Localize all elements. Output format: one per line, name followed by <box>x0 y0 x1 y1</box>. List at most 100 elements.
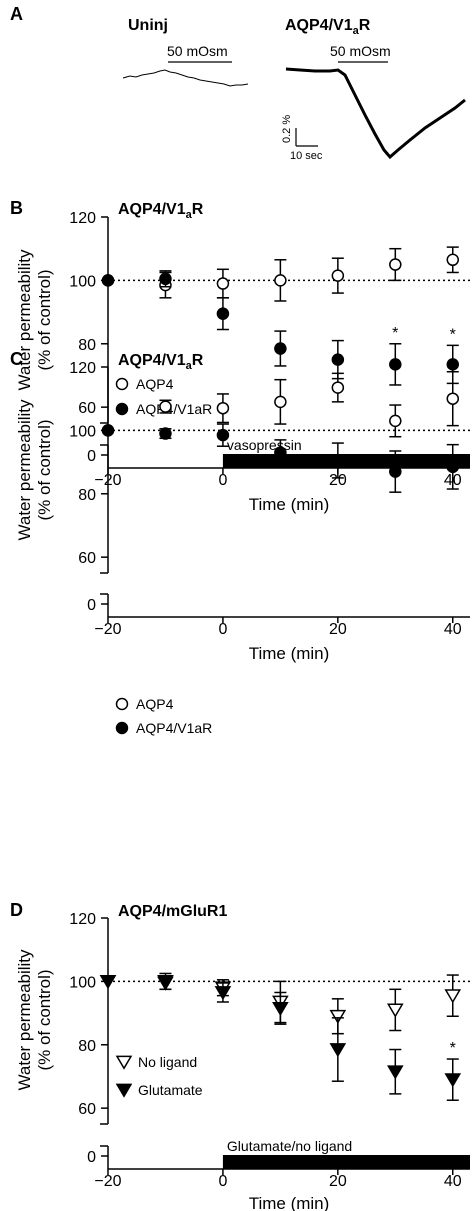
data-point <box>99 975 117 990</box>
data-point <box>386 1065 404 1080</box>
data-point <box>446 253 460 267</box>
legend-label: AQP4/V1aR <box>136 720 212 736</box>
data-point <box>274 342 287 355</box>
stim-label-left: 50 mOsm <box>167 43 228 59</box>
aqp4-v1ar-label-tail: R <box>359 17 371 34</box>
chart-b-title-sub: a <box>186 209 193 221</box>
data-point <box>444 1073 462 1088</box>
data-point <box>389 358 402 371</box>
chart-b-title-main: AQP4/V1 <box>118 201 186 218</box>
legend-marker <box>115 402 129 416</box>
chart-d-title: AQP4/mGluR1 <box>118 903 227 920</box>
chart-d: D AQP4/mGluR1 60 80 100 120 0 −20 0 20 40 Time (min… <box>10 900 470 1211</box>
treatment-bar <box>222 1155 470 1169</box>
uninjected-trace <box>122 69 249 87</box>
significance-marker: * <box>450 326 456 343</box>
data-point <box>101 274 115 287</box>
y-axis-label: Water permeability <box>15 949 34 1091</box>
y-tick-label: 120 <box>69 210 96 227</box>
legend-marker <box>115 1083 133 1098</box>
scale-x-label: 10 sec <box>290 150 323 162</box>
panel-c-letter: C <box>10 349 23 369</box>
data-point <box>446 358 460 371</box>
series-glutamate <box>99 975 462 1101</box>
y-tick-label: 80 <box>78 1038 96 1055</box>
data-point <box>389 414 402 428</box>
data-point <box>329 1043 347 1058</box>
y-tick-label: 120 <box>69 911 96 928</box>
data-point <box>272 1001 289 1017</box>
data-point <box>331 269 345 282</box>
y-tick-label: 60 <box>78 1101 96 1118</box>
x-tick-label: 40 <box>444 1173 462 1190</box>
data-point <box>274 274 287 287</box>
panel-a: A Uninj AQP4/V1aR 50 mOsm 50 mOsm 0.2 % … <box>10 4 466 162</box>
data-point <box>274 395 287 409</box>
data-point <box>214 986 232 1001</box>
chart-d-title-main: AQP4/mGluR1 <box>118 903 227 920</box>
chart-b-title: AQP4/V1aR <box>118 201 204 221</box>
data-point <box>157 976 174 991</box>
x-tick-label: −20 <box>94 621 121 638</box>
uninjected-label: Uninj <box>128 17 168 34</box>
data-point <box>159 272 172 286</box>
x-tick-label: 20 <box>329 472 347 489</box>
data-point <box>331 381 345 394</box>
y-tick-label: 60 <box>78 400 96 417</box>
x-tick-label: 0 <box>218 1173 227 1190</box>
chart-b-title-tail: R <box>192 201 204 218</box>
treatment-bar-label: Glutamate/no ligand <box>227 1138 352 1154</box>
x-tick-label: −20 <box>94 1173 121 1190</box>
treatment-bar-label: vasopressin <box>227 437 302 453</box>
aqp4-v1ar-label-sub: a <box>353 25 360 37</box>
data-point <box>329 1009 347 1025</box>
x-tick-label: 20 <box>329 1173 347 1190</box>
scale-y-label: 0.2 % <box>281 115 293 143</box>
aqp4-v1ar-label: AQP4/V1aR <box>285 17 371 37</box>
data-point <box>216 428 230 442</box>
significance-marker: * <box>450 1040 456 1057</box>
legend-label: AQP4 <box>136 696 174 712</box>
data-point <box>444 989 462 1004</box>
y-tick-label: 100 <box>69 273 96 290</box>
treatment-bar <box>222 454 470 468</box>
chart-c-title-tail: R <box>192 352 204 369</box>
panel-a-letter: A <box>10 4 23 24</box>
y-tick-label: 100 <box>69 974 96 991</box>
panel-d-letter: D <box>10 900 23 920</box>
y-tick-label: 0 <box>87 1149 96 1166</box>
y-axis-label: Water permeability <box>15 249 34 391</box>
y-tick-label: 60 <box>78 550 96 567</box>
x-tick-label: 20 <box>329 621 347 638</box>
chart-c-title-main: AQP4/V1 <box>118 352 186 369</box>
y-axis-label: Water permeability <box>15 399 34 541</box>
x-axis-label: Time (min) <box>249 1194 330 1211</box>
x-axis-label: Time (min) <box>249 644 330 663</box>
data-point <box>101 424 115 437</box>
data-point <box>274 446 287 459</box>
panel-b-letter: B <box>10 198 23 218</box>
y-axis-label-unit: (% of control) <box>35 419 54 520</box>
y-tick-label: 0 <box>87 597 96 614</box>
data-point <box>389 258 402 271</box>
data-point <box>386 1003 404 1018</box>
data-point <box>159 400 172 413</box>
data-point <box>446 392 460 405</box>
data-point <box>389 465 402 478</box>
data-point <box>216 307 230 320</box>
significance-marker: * <box>392 325 398 342</box>
data-point <box>446 460 460 474</box>
legend-marker <box>115 1055 133 1070</box>
x-axis-label: Time (min) <box>249 495 330 514</box>
y-tick-label: 100 <box>69 423 96 440</box>
y-tick-label: 80 <box>78 487 96 504</box>
legend-marker <box>115 377 129 391</box>
series-aqp4-v1ar <box>101 423 460 493</box>
series-aqp4-v1ar <box>101 270 460 386</box>
legend-label: Glutamate <box>138 1082 203 1098</box>
x-tick-label: 0 <box>218 621 227 638</box>
series-aqp4 <box>101 371 460 438</box>
legend-marker <box>115 721 129 735</box>
